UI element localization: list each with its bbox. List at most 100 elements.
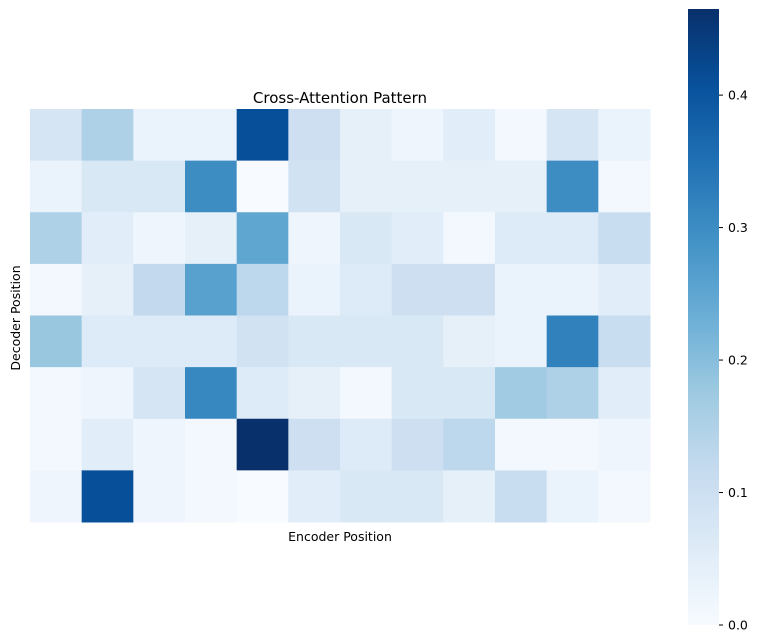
- heatmap-cell: [236, 109, 289, 162]
- heatmap-cell: [185, 315, 238, 368]
- heatmap-cell: [236, 263, 289, 316]
- heatmap-cell: [598, 160, 651, 213]
- colorbar-tick-label: 0.4: [728, 88, 748, 103]
- heatmap-grid: [30, 109, 651, 523]
- heatmap-cell: [185, 109, 238, 162]
- heatmap-cell: [30, 470, 83, 523]
- colorbar: [688, 9, 719, 625]
- heatmap-cell: [185, 470, 238, 523]
- heatmap-cell: [185, 263, 238, 316]
- heatmap-cell: [340, 470, 393, 523]
- heatmap-cell: [81, 263, 134, 316]
- heatmap-cell: [391, 470, 444, 523]
- heatmap-cell: [133, 212, 186, 265]
- heatmap-cell: [288, 109, 341, 162]
- heatmap-cell: [288, 160, 341, 213]
- colorbar-tick-label: 0.3: [728, 220, 748, 235]
- heatmap-cell: [30, 418, 83, 471]
- heatmap-cell: [340, 109, 393, 162]
- heatmap-cell: [546, 212, 599, 265]
- heatmap-cell: [185, 212, 238, 265]
- heatmap-cell: [598, 470, 651, 523]
- heatmap-cell: [288, 212, 341, 265]
- heatmap-cell: [133, 160, 186, 213]
- colorbar-tick-label: 0.2: [728, 353, 748, 368]
- heatmap-cell: [133, 263, 186, 316]
- heatmap-cell: [288, 263, 341, 316]
- heatmap-cell: [30, 367, 83, 420]
- heatmap-cell: [81, 160, 134, 213]
- heatmap-cell: [81, 470, 134, 523]
- heatmap-cell: [340, 418, 393, 471]
- heatmap-cell: [546, 367, 599, 420]
- heatmap-cell: [495, 212, 548, 265]
- heatmap-cell: [236, 367, 289, 420]
- heatmap-cell: [340, 315, 393, 368]
- heatmap-cell: [443, 109, 496, 162]
- heatmap-cell: [546, 418, 599, 471]
- heatmap-cell: [391, 367, 444, 420]
- heatmap-cell: [133, 470, 186, 523]
- heatmap-cell: [30, 315, 83, 368]
- heatmap-cell: [546, 263, 599, 316]
- heatmap-cell: [30, 212, 83, 265]
- heatmap-cell: [495, 367, 548, 420]
- heatmap-cell: [236, 160, 289, 213]
- colorbar-tick-label: 0.0: [728, 618, 748, 633]
- heatmap-cell: [598, 418, 651, 471]
- heatmap-cell: [236, 418, 289, 471]
- heatmap-cell: [288, 367, 341, 420]
- heatmap-cell: [443, 160, 496, 213]
- heatmap-cell: [185, 367, 238, 420]
- heatmap-cell: [598, 109, 651, 162]
- heatmap-cell: [443, 263, 496, 316]
- heatmap-cell: [288, 418, 341, 471]
- heatmap-cell: [598, 212, 651, 265]
- heatmap-cell: [391, 212, 444, 265]
- heatmap-cell: [598, 263, 651, 316]
- heatmap-cell: [81, 418, 134, 471]
- heatmap-cell: [288, 470, 341, 523]
- heatmap-cell: [340, 263, 393, 316]
- heatmap-cell: [288, 315, 341, 368]
- x-axis-label: Encoder Position: [288, 529, 392, 544]
- heatmap-cell: [443, 367, 496, 420]
- heatmap-cell: [443, 418, 496, 471]
- heatmap-cell: [81, 212, 134, 265]
- heatmap-cell: [443, 470, 496, 523]
- heatmap-cell: [495, 263, 548, 316]
- heatmap-cell: [598, 315, 651, 368]
- heatmap-cell: [546, 109, 599, 162]
- heatmap-cell: [30, 263, 83, 316]
- heatmap-cell: [495, 109, 548, 162]
- heatmap-cell: [340, 212, 393, 265]
- heatmap-cell: [546, 160, 599, 213]
- heatmap-cell: [391, 109, 444, 162]
- heatmap-cell: [81, 109, 134, 162]
- heatmap-cell: [495, 315, 548, 368]
- heatmap-cell: [236, 470, 289, 523]
- heatmap-cell: [133, 109, 186, 162]
- heatmap-cell: [81, 367, 134, 420]
- heatmap-cell: [236, 315, 289, 368]
- heatmap-cell: [598, 367, 651, 420]
- heatmap-cell: [495, 418, 548, 471]
- colorbar-tick-label: 0.1: [728, 485, 748, 500]
- heatmap-cell: [340, 160, 393, 213]
- heatmap-cell: [81, 315, 134, 368]
- heatmap-cell: [391, 160, 444, 213]
- heatmap-cell: [391, 315, 444, 368]
- heatmap-cell: [495, 470, 548, 523]
- y-axis-label: Decoder Position: [8, 265, 23, 370]
- heatmap-cell: [133, 315, 186, 368]
- heatmap-cell: [236, 212, 289, 265]
- heatmap-cell: [30, 109, 83, 162]
- heatmap-cell: [546, 315, 599, 368]
- heatmap-cell: [340, 367, 393, 420]
- chart-title: Cross-Attention Pattern: [253, 89, 427, 107]
- heatmap-cell: [133, 367, 186, 420]
- heatmap-cell: [443, 212, 496, 265]
- heatmap-cell: [391, 418, 444, 471]
- heatmap-cell: [495, 160, 548, 213]
